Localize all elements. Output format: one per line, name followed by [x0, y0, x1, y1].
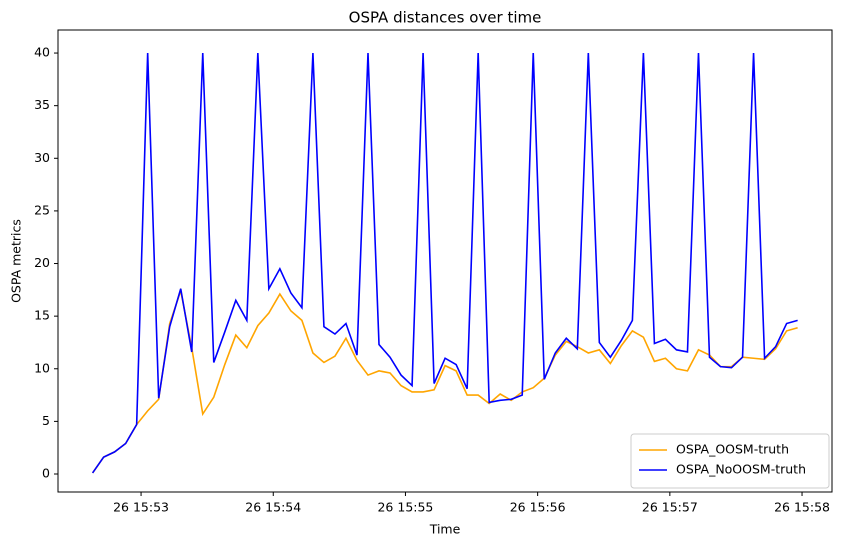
chart-title: OSPA distances over time: [349, 9, 542, 27]
y-tick-label: 35: [34, 97, 50, 112]
legend-box: [630, 433, 830, 489]
legend-label: OSPA_NoOOSM-truth: [676, 462, 806, 477]
line-series: [91, 287, 798, 474]
x-tick-label: 26 15:54: [245, 500, 301, 515]
plot-frame: [57, 29, 833, 493]
x-tick-label: 26 15:55: [377, 500, 433, 515]
y-tick-label: 20: [34, 255, 50, 270]
y-tick-label: 5: [42, 413, 50, 428]
x-axis-label: Time: [429, 522, 461, 537]
y-axis-label: OSPA metrics: [9, 219, 24, 303]
line-series: [91, 53, 798, 474]
y-tick-label: 15: [34, 308, 50, 323]
x-tick-label: 26 15:56: [510, 500, 566, 515]
y-tick-label: 40: [34, 45, 50, 60]
y-tick-label: 10: [34, 360, 50, 375]
y-tick-label: 0: [42, 466, 50, 481]
y-tick-label: 30: [34, 150, 50, 165]
legend-label: OSPA_OOSM-truth: [676, 442, 789, 457]
y-tick-label: 25: [34, 202, 50, 217]
x-tick-label: 26 15:57: [642, 500, 698, 515]
x-tick-label: 26 15:53: [113, 500, 169, 515]
x-tick-label: 26 15:58: [774, 500, 830, 515]
